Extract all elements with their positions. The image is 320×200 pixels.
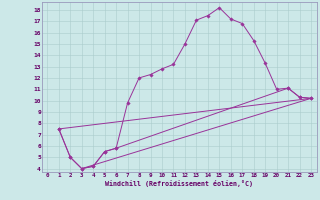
X-axis label: Windchill (Refroidissement éolien,°C): Windchill (Refroidissement éolien,°C) bbox=[105, 180, 253, 187]
